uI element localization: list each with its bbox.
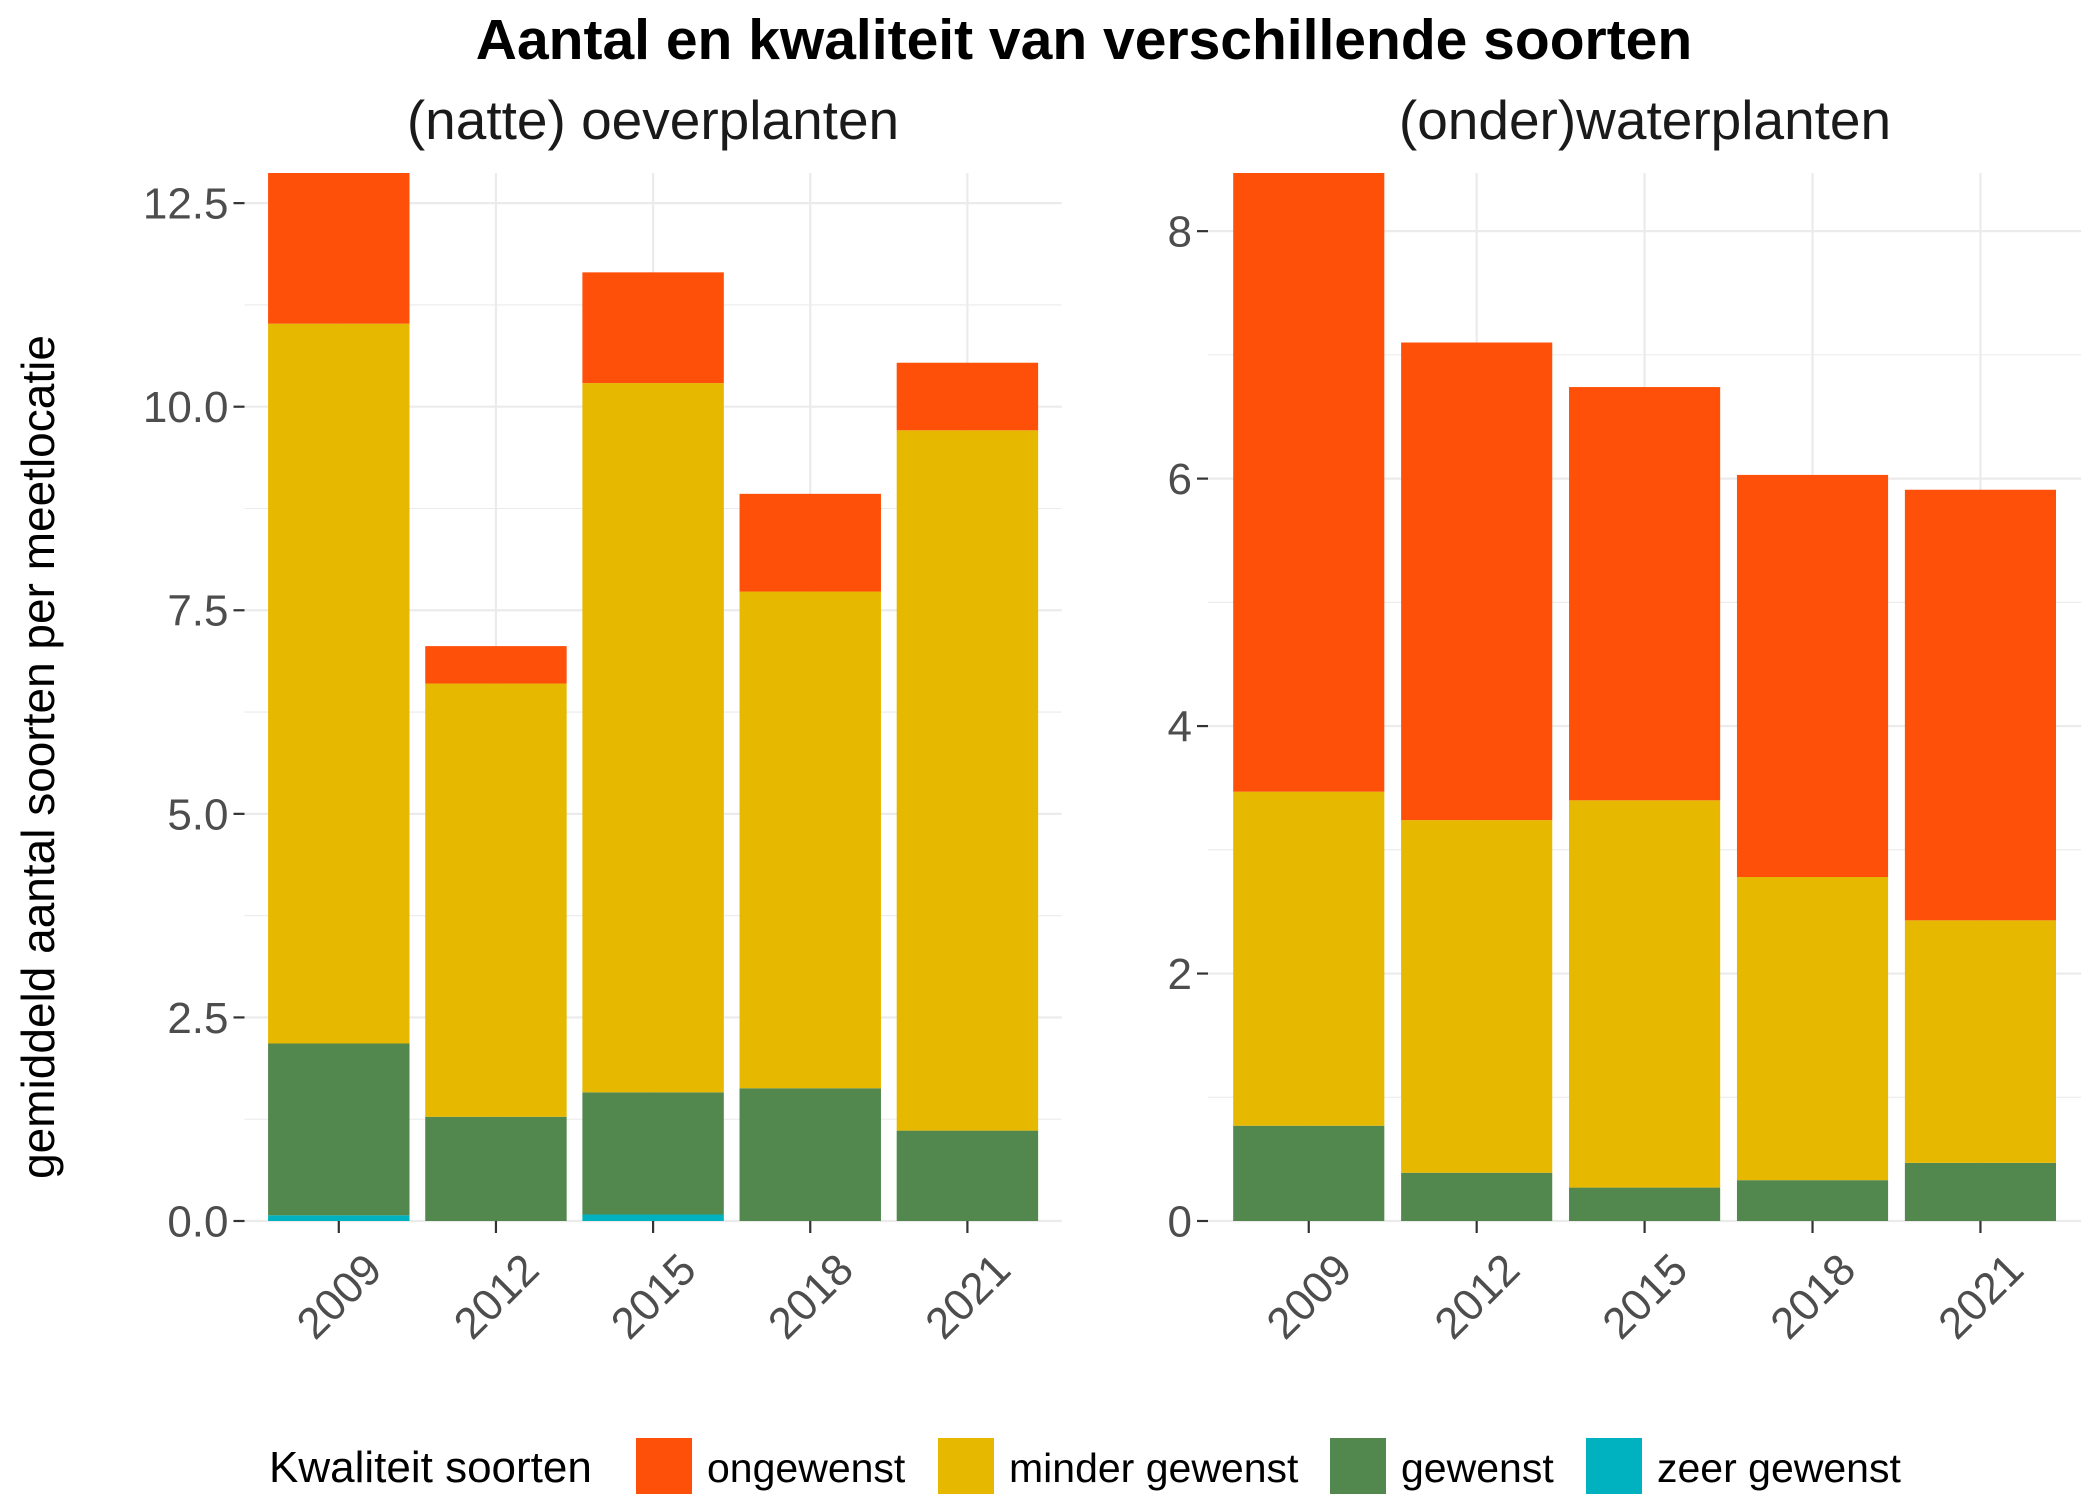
y-tick-label: 7.5 xyxy=(167,587,228,636)
bar-2015-gewenst xyxy=(582,1092,724,1215)
bar-2012-minder-gewenst xyxy=(1401,820,1553,1173)
legend-label-minder-gewenst: minder gewenst xyxy=(1009,1445,1299,1491)
bar-2021-gewenst xyxy=(896,1130,1039,1221)
y-tick-label: 5.0 xyxy=(167,790,228,839)
bar-2012-minder-gewenst xyxy=(425,683,567,1117)
bar-2015-gewenst xyxy=(1569,1187,1721,1221)
panel-natte-oeverplanten: (natte) oeverplanten 0.0 2.5 5.0 7.5 10.0 12.… xyxy=(143,89,1062,1349)
y-tick-label: 0 xyxy=(1168,1197,1192,1246)
bar-2012-gewenst xyxy=(425,1116,567,1221)
bar-2021-minder-gewenst xyxy=(896,430,1039,1131)
legend-label-gewenst: gewenst xyxy=(1401,1445,1554,1491)
bar-2009-ongewenst xyxy=(268,173,410,324)
legend-title: Kwaliteit soorten xyxy=(269,1443,592,1492)
bar-2015-ongewenst xyxy=(582,272,724,384)
bar-2021-gewenst xyxy=(1904,1162,2057,1221)
bar-2018-ongewenst xyxy=(1736,474,1889,878)
bar-2009-ongewenst xyxy=(1233,173,1385,792)
bar-2021-ongewenst xyxy=(1904,489,2057,921)
bar-2012-ongewenst xyxy=(1401,342,1553,821)
panel-title: (onder)waterplanten xyxy=(1399,89,1891,151)
bar-2015-ongewenst xyxy=(1569,387,1721,801)
legend-key-gewenst xyxy=(1330,1438,1386,1494)
bars xyxy=(268,173,1039,1221)
bar-2012-gewenst xyxy=(1401,1172,1553,1221)
bar-2018-gewenst xyxy=(739,1088,881,1221)
y-tick-label: 10.0 xyxy=(143,383,229,432)
legend-key-ongewenst xyxy=(636,1438,692,1494)
y-axis-title: gemiddeld aantal soorten per meetlocatie xyxy=(12,335,64,1179)
bar-2012-ongewenst xyxy=(425,646,567,684)
panel-title: (natte) oeverplanten xyxy=(407,89,899,151)
y-tick-label: 4 xyxy=(1168,702,1192,751)
bar-2018-minder-gewenst xyxy=(739,591,881,1089)
bar-2018-ongewenst xyxy=(739,493,881,592)
y-axis: 0 2 4 6 8 xyxy=(1168,208,1208,1246)
legend-label-ongewenst: ongewenst xyxy=(707,1445,906,1491)
legend-key-zeer-gewenst xyxy=(1586,1438,1642,1494)
y-tick-label: 2 xyxy=(1168,950,1192,999)
bars xyxy=(1233,173,2057,1221)
bar-2015-zeer-gewenst xyxy=(582,1214,724,1221)
bar-2009-gewenst xyxy=(1233,1125,1385,1221)
bar-2015-minder-gewenst xyxy=(1569,800,1721,1188)
bar-2021-ongewenst xyxy=(896,362,1039,431)
y-axis: 0.0 2.5 5.0 7.5 10.0 12.5 xyxy=(143,180,245,1246)
y-tick-label: 0.0 xyxy=(167,1197,228,1246)
bar-2021-minder-gewenst xyxy=(1904,920,2057,1163)
legend-key-minder-gewenst xyxy=(938,1438,994,1494)
bar-2009-minder-gewenst xyxy=(268,323,410,1044)
y-tick-label: 12.5 xyxy=(143,180,229,229)
y-tick-label: 6 xyxy=(1168,455,1192,504)
legend-label-zeer-gewenst: zeer gewenst xyxy=(1657,1445,1901,1491)
legend: Kwaliteit soorten ongewenst minder gewen… xyxy=(269,1438,1901,1494)
y-tick-label: 2.5 xyxy=(167,994,228,1043)
bar-2009-gewenst xyxy=(268,1043,410,1216)
bar-2015-minder-gewenst xyxy=(582,383,724,1093)
bar-2018-gewenst xyxy=(1736,1180,1889,1221)
y-tick-label: 8 xyxy=(1168,208,1192,257)
bar-2009-minder-gewenst xyxy=(1233,791,1385,1126)
chart-title: Aantal en kwaliteit van verschillende so… xyxy=(476,8,1692,72)
bar-2018-minder-gewenst xyxy=(1736,877,1889,1181)
bar-2009-zeer-gewenst xyxy=(268,1215,410,1221)
